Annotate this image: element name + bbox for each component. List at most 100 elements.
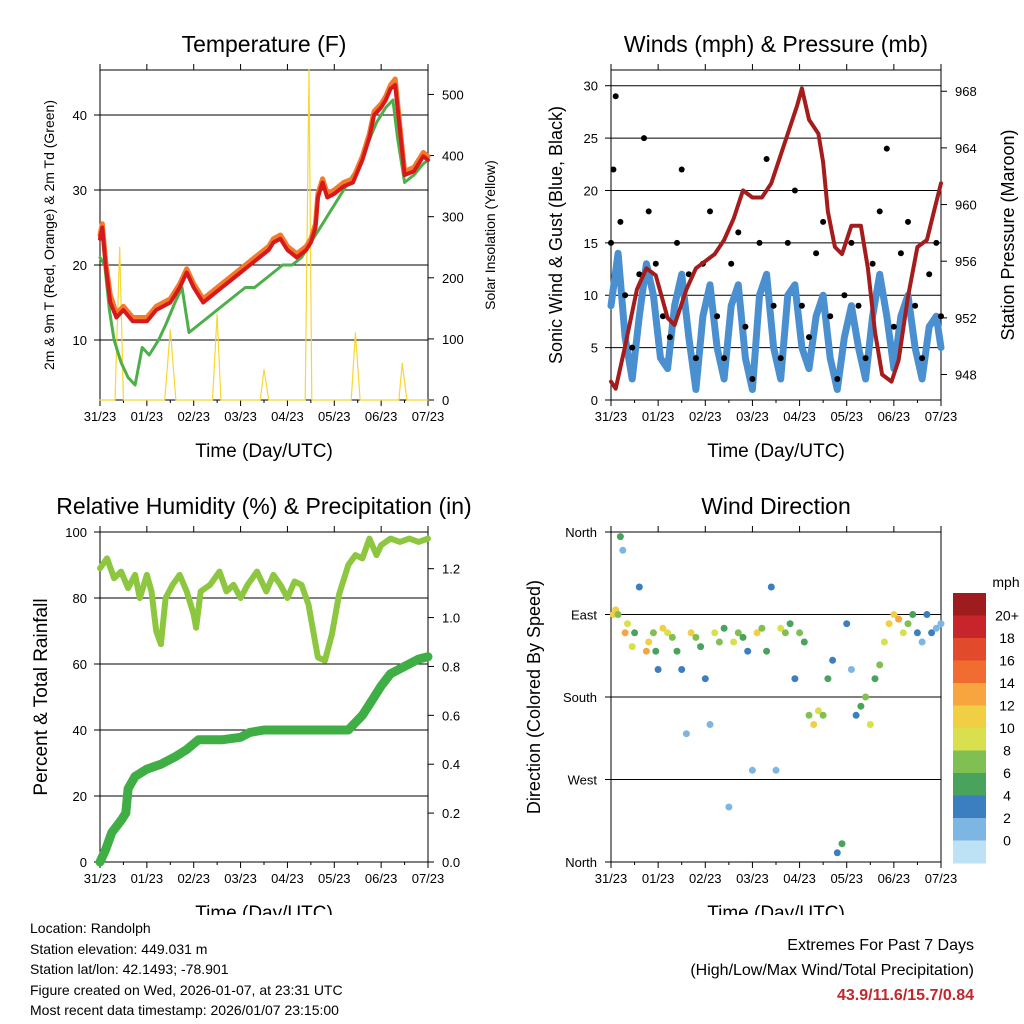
gust-point [612, 93, 619, 100]
direction-point [866, 721, 874, 728]
temp-2m-line [98, 83, 430, 324]
gust-point [641, 135, 647, 142]
direction-point [614, 611, 622, 618]
x-tick-label: 06/23 [365, 409, 398, 424]
direction-point [711, 629, 719, 637]
direction-point [767, 583, 775, 591]
legend-swatch [953, 840, 986, 864]
charts-canvas: 31/23 01/23 02/23 03/23 04/23 05/23 06/23 07/23… [31, 31, 1020, 924]
x-tick-label: 02/23 [689, 871, 722, 886]
gust-point [834, 376, 841, 382]
x-tick-label: 31/23 [595, 409, 628, 424]
x-tick-label: 06/23 [878, 409, 911, 424]
gust-point [707, 208, 713, 215]
extremes-title: Extremes For Past 7 Days [787, 937, 974, 954]
y2-tick-label: 0 [442, 393, 449, 408]
y-tick-label: East [571, 608, 597, 623]
x-tick-label: 07/23 [925, 871, 958, 886]
y2-tick-label: 968 [955, 84, 977, 99]
y2-axis-label: Station Pressure (Maroon) [998, 129, 1018, 340]
x-tick-label: 04/23 [271, 871, 304, 886]
speed-legend: mph 20+ 18 16 14 12 10 8 6 4 2 0 [953, 574, 1020, 864]
y-tick-label: 100 [65, 525, 87, 540]
x-tick-label: 02/23 [177, 871, 210, 886]
direction-point [624, 620, 631, 628]
direction-point [833, 849, 841, 857]
extremes-values: 43.9/11.6/15.7/0.84 [836, 987, 974, 1004]
direction-point [852, 711, 860, 719]
direction-point [796, 629, 804, 637]
sonic-wind-band [607, 249, 945, 393]
direction-point [642, 647, 650, 655]
gust-point [919, 355, 926, 362]
direction-point [744, 647, 752, 655]
direction-point [715, 638, 723, 646]
direction-point [814, 707, 822, 715]
recent-text: Most recent data timestamp: 2026/01/07 2… [30, 1002, 339, 1018]
gust-point [876, 208, 883, 215]
y2-tick-label: 960 [955, 198, 977, 213]
x-tick-label: 01/23 [131, 871, 164, 886]
legend-label: 8 [1003, 743, 1011, 759]
y2-tick-label: 0.2 [442, 806, 460, 821]
direction-point [678, 666, 686, 673]
direction-point [937, 620, 945, 628]
gust-point [756, 239, 763, 246]
x-tick-label: 04/23 [783, 871, 816, 886]
direction-point [791, 675, 799, 683]
chart-title: Relative Humidity (%) & Precipitation (i… [56, 493, 471, 519]
x-tick-label: 31/23 [84, 871, 117, 886]
direction-point [649, 629, 657, 637]
direction-point [932, 624, 940, 632]
y-tick-label: 0 [591, 393, 598, 408]
y-tick-label: 10 [584, 288, 598, 303]
direction-point [621, 629, 629, 637]
legend-swatch [953, 638, 986, 661]
direction-point [918, 638, 926, 646]
gust-point [848, 239, 855, 246]
legend-swatch [953, 773, 986, 796]
direction-point [904, 620, 912, 628]
y2-tick-label: 400 [442, 149, 464, 164]
gust-point [883, 145, 890, 152]
gust-point [855, 302, 862, 309]
y2-tick-label: 0.0 [442, 855, 460, 870]
x-tick-label: 04/23 [783, 409, 816, 424]
legend-label: 10 [999, 720, 1015, 736]
gust-point [608, 239, 614, 246]
legend-label: 18 [999, 630, 1015, 646]
direction-point [824, 675, 832, 683]
gust-point [749, 376, 756, 382]
extremes-subtitle: (High/Low/Max Wind/Total Precipitation) [690, 962, 974, 979]
x-tick-label: 01/23 [642, 409, 675, 424]
y-tick-label: 15 [584, 236, 598, 251]
direction-point [890, 611, 898, 618]
direction-point [720, 624, 728, 632]
direction-point [909, 611, 917, 618]
direction-point [913, 629, 921, 637]
y-tick-label: 60 [73, 657, 87, 672]
y-tick-label: 0 [80, 855, 87, 870]
y-tick-label: 20 [73, 258, 87, 273]
legend-label: 2 [1003, 810, 1011, 826]
legend-label: 20+ [995, 608, 1019, 624]
gust-point [728, 260, 735, 267]
y2-tick-label: 200 [442, 271, 464, 286]
gust-point [714, 313, 721, 320]
direction-point [739, 633, 747, 641]
gust-point [770, 302, 777, 309]
solar-insolation-line [99, 69, 429, 401]
direction-point [876, 661, 884, 669]
location-text: Location: Randolph [30, 920, 151, 936]
legend-label: 4 [1003, 788, 1011, 804]
y2-tick-label: 956 [955, 254, 977, 269]
y-tick-label: 20 [73, 789, 87, 804]
x-tick-label: 05/23 [318, 409, 351, 424]
y-tick-label: South [563, 690, 597, 705]
gust-point [897, 250, 904, 257]
y-tick-label: 5 [591, 341, 598, 356]
direction-point [800, 638, 808, 646]
legend-swatch [953, 705, 986, 729]
direction-point [687, 629, 695, 637]
x-tick-label: 02/23 [689, 409, 722, 424]
